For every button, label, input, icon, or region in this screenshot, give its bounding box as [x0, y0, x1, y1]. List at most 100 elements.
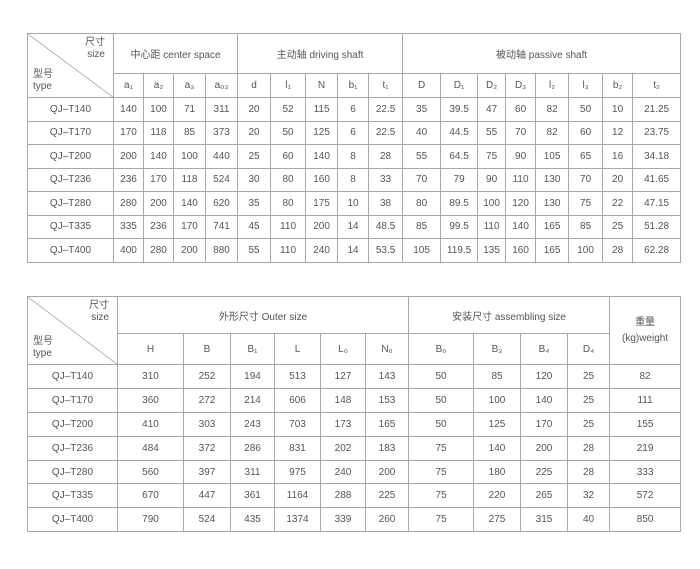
size-label-cn: 尺寸 — [89, 300, 109, 311]
column-header: a₀₃ — [204, 73, 239, 98]
table-row: QJ–T400 790 524 435 1374 339 260 75 275 315 40 850 — [27, 507, 682, 533]
column-header: b₁ — [337, 73, 370, 98]
value-cell: 55 — [477, 120, 507, 145]
value-cell: 180 — [473, 459, 522, 485]
column-header: t₂ — [632, 73, 682, 98]
value-cell: 135 — [477, 238, 507, 263]
value-cell: 288 — [320, 483, 366, 509]
table-row: QJ–T200 410 303 243 703 173 165 50 125 170 25 155 — [27, 411, 682, 437]
value-cell: 118 — [143, 120, 174, 145]
value-cell: 140 — [520, 387, 569, 413]
value-cell: 252 — [183, 364, 231, 389]
value-cell: 153 — [364, 387, 410, 413]
column-header: B₁ — [230, 333, 275, 365]
value-cell: 260 — [364, 507, 410, 533]
table-row: QJ–T170 170 118 85 373 20 50 125 6 22.5 40 44.5 55 70… — [27, 120, 682, 145]
value-cell: 572 — [609, 483, 682, 509]
model-cell: QJ–T200 — [27, 144, 114, 169]
value-cell: 85 — [402, 214, 442, 239]
value-cell: 82 — [535, 97, 570, 122]
value-cell: 286 — [230, 435, 275, 461]
value-cell: 790 — [117, 507, 184, 533]
value-cell: 120 — [505, 191, 537, 216]
value-cell: 70 — [402, 167, 442, 192]
value-cell: 183 — [364, 435, 410, 461]
weight-header: 重量 (kg)weight — [609, 296, 682, 365]
value-cell: 620 — [204, 191, 239, 216]
value-cell: 71 — [173, 97, 206, 122]
value-cell: 200 — [520, 435, 569, 461]
value-cell: 50 — [568, 97, 604, 122]
value-cell: 20 — [602, 167, 634, 192]
value-cell: 280 — [113, 191, 144, 216]
value-cell: 6 — [337, 97, 370, 122]
value-cell: 148 — [320, 387, 366, 413]
value-cell: 90 — [505, 144, 537, 169]
value-cell: 240 — [320, 459, 366, 485]
model-cell: QJ–T280 — [27, 459, 118, 485]
value-cell: 140 — [473, 435, 522, 461]
value-cell: 75 — [568, 191, 604, 216]
value-cell: 140 — [305, 144, 339, 169]
type-label-cn: 型号 — [33, 69, 53, 80]
value-cell: 14 — [337, 214, 370, 239]
value-cell: 35 — [237, 191, 272, 216]
value-cell: 447 — [183, 483, 231, 509]
value-cell: 51.28 — [632, 214, 682, 239]
value-cell: 100 — [477, 191, 507, 216]
model-cell: QJ–T335 — [27, 214, 114, 239]
model-cell: QJ–T400 — [27, 507, 118, 533]
value-cell: 35 — [402, 97, 442, 122]
value-cell: 110 — [270, 214, 307, 239]
value-cell: 1374 — [274, 507, 321, 533]
value-cell: 513 — [274, 364, 321, 389]
column-header: D₂ — [477, 73, 507, 98]
column-header: D₄ — [567, 333, 611, 365]
table-row: QJ–T170 360 272 214 606 148 153 50 100 140 25 111 — [27, 387, 682, 413]
value-cell: 160 — [505, 238, 537, 263]
value-cell: 372 — [183, 435, 231, 461]
value-cell: 111 — [609, 387, 682, 413]
table-row: QJ–T200 200 140 100 440 25 60 140 8 28 55 64.5 75 90 1… — [27, 144, 682, 169]
value-cell: 50 — [408, 364, 475, 389]
value-cell: 170 — [173, 214, 206, 239]
value-cell: 110 — [270, 238, 307, 263]
value-cell: 50 — [270, 120, 307, 145]
value-cell: 25 — [602, 214, 634, 239]
value-cell: 130 — [535, 191, 570, 216]
value-cell: 25 — [567, 387, 611, 413]
value-cell: 670 — [117, 483, 184, 509]
value-cell: 10 — [337, 191, 370, 216]
value-cell: 143 — [364, 364, 410, 389]
value-cell: 65 — [568, 144, 604, 169]
value-cell: 38 — [368, 191, 404, 216]
value-cell: 40 — [402, 120, 442, 145]
column-header: B₃ — [473, 333, 522, 365]
value-cell: 99.5 — [440, 214, 479, 239]
value-cell: 524 — [204, 167, 239, 192]
size-label-en: size — [87, 49, 105, 60]
value-cell: 272 — [183, 387, 231, 413]
value-cell: 170 — [143, 167, 174, 192]
value-cell: 119.5 — [440, 238, 479, 263]
column-header: L — [274, 333, 321, 365]
value-cell: 194 — [230, 364, 275, 389]
model-cell: QJ–T170 — [27, 120, 114, 145]
table-row: QJ–T140 140 100 71 311 20 52 115 6 22.5 35 39.5 47 60… — [27, 97, 682, 122]
value-cell: 12 — [602, 120, 634, 145]
value-cell: 39.5 — [440, 97, 479, 122]
corner-header: 尺寸 size 型号 type — [27, 33, 114, 98]
value-cell: 75 — [477, 144, 507, 169]
value-cell: 303 — [183, 411, 231, 437]
value-cell: 80 — [402, 191, 442, 216]
column-header: a₂ — [143, 73, 174, 98]
model-cell: QJ–T335 — [27, 483, 118, 509]
value-cell: 100 — [473, 387, 522, 413]
size-label-cn: 尺寸 — [85, 37, 105, 48]
model-cell: QJ–T140 — [27, 364, 118, 389]
value-cell: 225 — [364, 483, 410, 509]
value-cell: 48.5 — [368, 214, 404, 239]
value-cell: 55 — [237, 238, 272, 263]
column-header: l₃ — [568, 73, 604, 98]
table-row: QJ–T236 236 170 118 524 30 80 160 8 33 70 79 90 110 13… — [27, 167, 682, 192]
